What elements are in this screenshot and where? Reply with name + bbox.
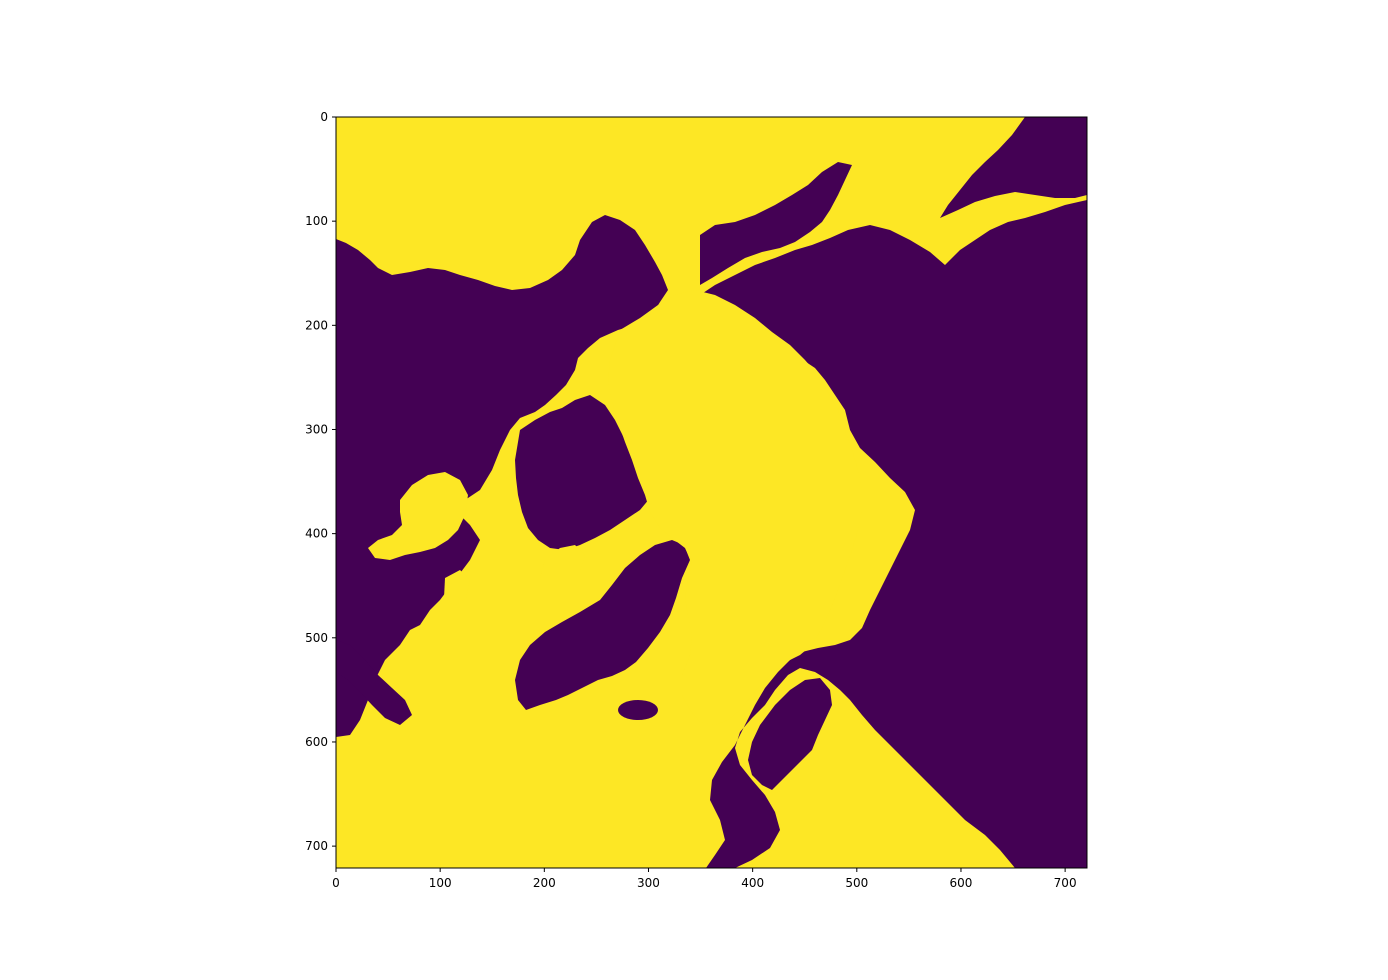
y-tick-label: 100 xyxy=(305,214,328,228)
heatmap-region-north-america xyxy=(336,215,668,737)
x-tick-label: 300 xyxy=(637,876,660,890)
heatmap-region-eurasia xyxy=(700,200,1087,868)
y-tick-label: 500 xyxy=(305,631,328,645)
x-tick-label: 400 xyxy=(741,876,764,890)
heatmap-region-greenland xyxy=(515,540,690,710)
x-tick-label: 700 xyxy=(1054,876,1077,890)
y-tick-label: 200 xyxy=(305,318,328,332)
x-tick-label: 500 xyxy=(845,876,868,890)
y-tick-label: 0 xyxy=(320,110,328,124)
heatmap-region-labrador xyxy=(336,640,412,725)
heatmap-region-scandinavia xyxy=(748,678,832,790)
y-tick-label: 600 xyxy=(305,735,328,749)
heatmap-region-arctic-archipelago xyxy=(515,395,650,550)
y-tick-label: 700 xyxy=(305,839,328,853)
heatmap-region-beringia xyxy=(700,162,852,285)
heatmap-region-hudson-bay xyxy=(368,472,468,560)
heatmap-image xyxy=(336,117,1087,868)
heatmap-region-iceland xyxy=(618,700,658,720)
heatmap-region-arctic-ocean xyxy=(608,290,862,725)
x-tick-label: 200 xyxy=(533,876,556,890)
y-tick-label: 300 xyxy=(305,422,328,436)
heatmap-class-1-regions xyxy=(368,290,862,725)
x-axis: 0 100 200 300 400 500 600 700 xyxy=(332,868,1077,890)
heatmap-region-kamchatka xyxy=(940,117,1087,218)
y-tick-label: 400 xyxy=(305,527,328,541)
x-tick-label: 100 xyxy=(429,876,452,890)
x-tick-label: 600 xyxy=(950,876,973,890)
y-axis: 0 100 200 300 400 500 600 700 xyxy=(305,110,336,853)
x-tick-label: 0 xyxy=(332,876,340,890)
heatmap-region-baffin-bay xyxy=(540,545,585,610)
heatmap-region-foxe-basin xyxy=(444,570,470,606)
plot-frame xyxy=(335,116,1088,869)
